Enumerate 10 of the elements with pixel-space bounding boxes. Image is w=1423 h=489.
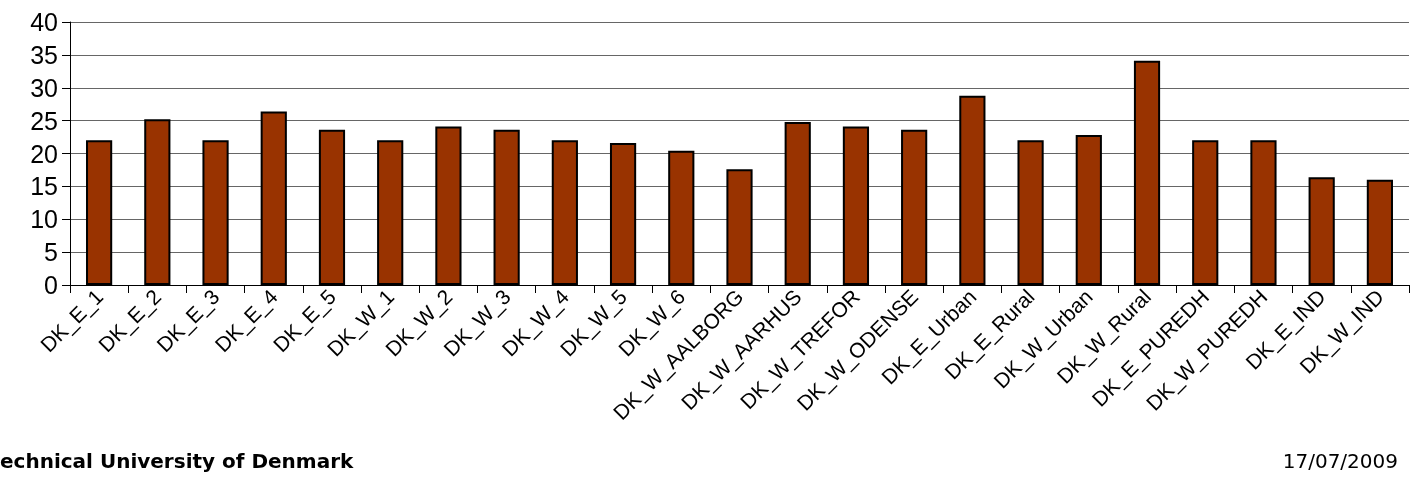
- y-tick-label: 10: [30, 205, 58, 234]
- y-tick-label: 40: [30, 8, 58, 36]
- y-tick-label: 20: [30, 139, 58, 168]
- text: 17/07/2009: [1282, 449, 1399, 473]
- y-tick-label: 25: [30, 106, 58, 135]
- y-tick-label: 30: [30, 73, 58, 102]
- y-tick-label: 15: [30, 172, 58, 201]
- y-tick-label: 35: [30, 40, 58, 69]
- text: echnical University of Denmark: [0, 449, 355, 473]
- y-tick-label: 5: [44, 238, 58, 267]
